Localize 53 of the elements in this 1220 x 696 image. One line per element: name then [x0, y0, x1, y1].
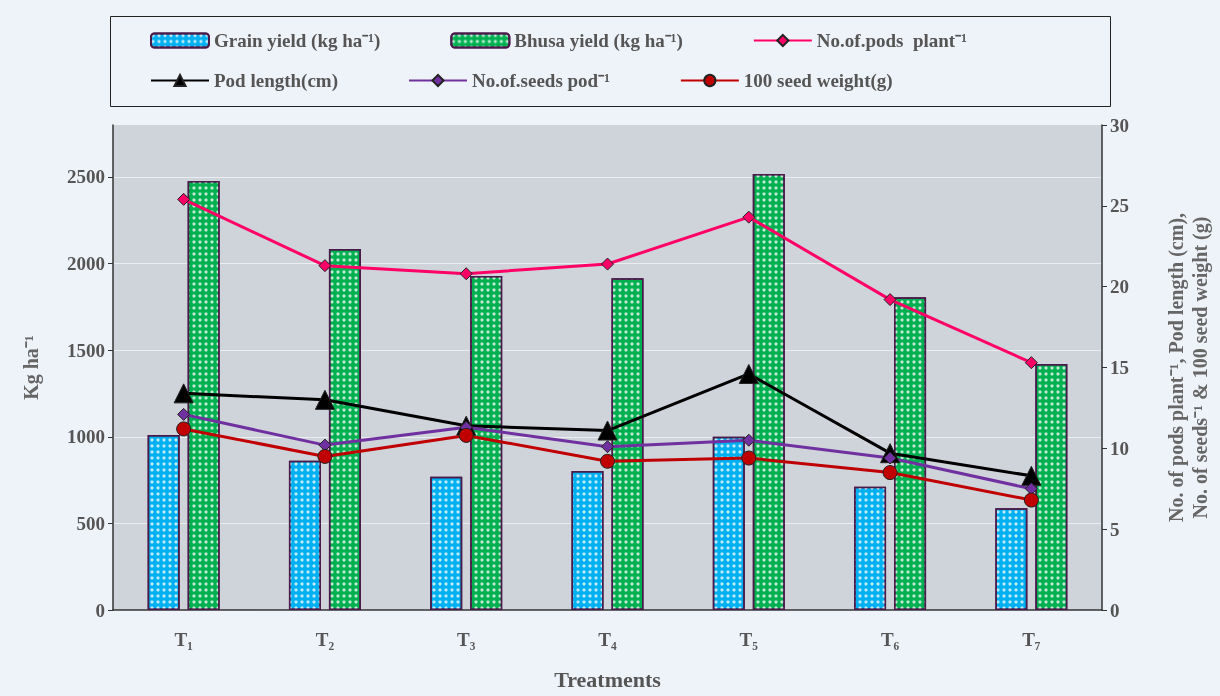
x-tick-label: T₅ — [739, 629, 759, 650]
y2-tick-label: 20 — [1110, 276, 1129, 298]
point — [1021, 465, 1042, 486]
point — [177, 192, 191, 206]
legend-label: Grain yield (kg ha⁻¹) — [214, 30, 381, 52]
y-tick-label: 2500 — [67, 166, 105, 188]
point — [459, 267, 473, 281]
point — [597, 420, 618, 441]
x-tick-label: T₃ — [457, 629, 476, 650]
point — [601, 257, 614, 271]
point — [177, 407, 191, 421]
point — [458, 427, 474, 443]
x-tick-label: T₇ — [1022, 629, 1041, 650]
legend-label: No.of.pods plant⁻¹ — [816, 30, 967, 51]
point — [600, 453, 615, 469]
legend-label: 100 seed weight(g) — [743, 70, 893, 92]
legend-label: Bhusa yield (kg ha⁻¹) — [514, 30, 683, 52]
y-tick-label: 2000 — [67, 253, 105, 275]
y-axis-title: Kg ha⁻¹ — [20, 335, 43, 400]
y-tick-label: 1000 — [67, 426, 105, 448]
x-tick-label: T₂ — [315, 629, 335, 650]
point — [738, 363, 759, 384]
y2-tick-label: 25 — [1110, 195, 1129, 217]
point — [882, 465, 898, 481]
x-tick-label: T₁ — [174, 629, 193, 650]
point — [176, 421, 192, 437]
point — [314, 389, 335, 410]
point — [883, 293, 897, 307]
point — [1024, 356, 1038, 370]
y-tick-label: 1500 — [67, 339, 105, 361]
y-tick-label: 0 — [95, 599, 105, 621]
point — [601, 440, 614, 454]
point — [741, 450, 757, 466]
point — [1023, 492, 1039, 508]
point — [1024, 482, 1038, 496]
y2-tick-label: 10 — [1110, 437, 1129, 459]
legend-label: No.of.seeds pod⁻¹ — [472, 70, 610, 91]
legend-label: Pod length(cm) — [214, 70, 339, 92]
y2-axis-title: No. of pods plant⁻¹, Pod length (cm), No. of seeds⁻¹ & 100 seed weight (g) — [1165, 212, 1212, 523]
y-tick-label: 500 — [76, 512, 105, 534]
y2-tick-label: 0 — [1110, 599, 1120, 621]
y2-tick-label: 15 — [1110, 357, 1129, 378]
point — [317, 448, 333, 464]
x-tick-label: T₄ — [598, 629, 617, 650]
point — [318, 259, 332, 273]
point — [742, 210, 756, 224]
point — [318, 438, 332, 452]
y2-tick-label: 30 — [1110, 114, 1129, 136]
y2-tick-label: 5 — [1110, 518, 1120, 540]
x-tick-label: T₆ — [880, 629, 900, 650]
point — [742, 433, 756, 447]
x-axis-title: Treatments — [554, 666, 662, 692]
point — [173, 383, 194, 404]
